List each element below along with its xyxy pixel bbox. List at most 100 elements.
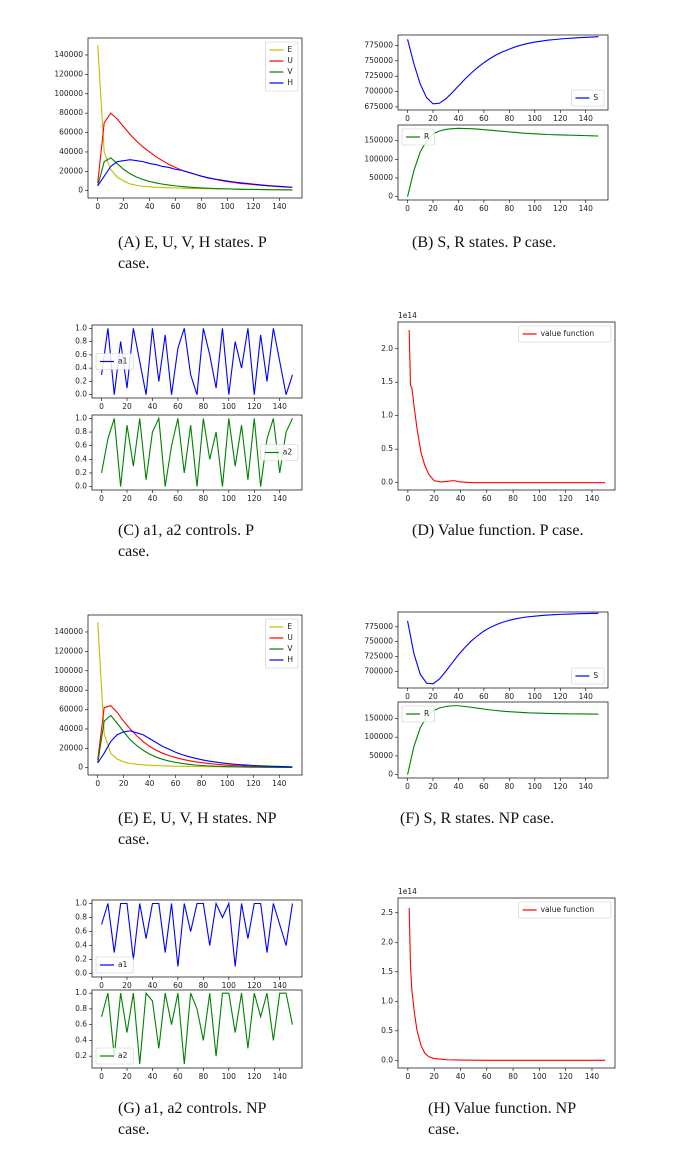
- legend-label: S: [593, 671, 598, 680]
- y-tick-label: 0: [78, 763, 83, 772]
- x-tick-label: 0: [99, 981, 104, 990]
- caption: (C) a1, a2 controls. P case.: [118, 522, 254, 560]
- x-tick-label: 60: [171, 779, 181, 788]
- x-tick-label: 60: [479, 782, 489, 791]
- x-tick-label: 140: [585, 1072, 600, 1081]
- x-tick-label: 40: [148, 981, 158, 990]
- x-tick-label: 80: [199, 494, 209, 503]
- y-tick-label: 0.6: [75, 1020, 87, 1029]
- x-tick-label: 80: [199, 981, 209, 990]
- legend-label: U: [287, 56, 293, 65]
- y-tick-label: 0.6: [75, 350, 87, 359]
- legend-label: R: [424, 132, 429, 141]
- y-tick-label: 120000: [54, 646, 83, 655]
- y-tick-label: 0.4: [75, 941, 87, 950]
- y-tick-label: 0.6: [75, 441, 87, 450]
- caption: (H) Value function. NP case.: [428, 1100, 576, 1138]
- legend-label: E: [287, 45, 292, 54]
- series-line: [101, 328, 293, 395]
- legend-box: [95, 353, 134, 370]
- y-tick-label: 0.2: [75, 955, 87, 964]
- plot-frame: [397, 321, 616, 491]
- x-tick-label: 140: [273, 494, 288, 503]
- y-tick-label: 0.5: [381, 444, 393, 453]
- y-tick-label: 140000: [54, 627, 83, 636]
- y-tick-label: 0.2: [75, 1051, 87, 1060]
- x-tick-label: 80: [199, 402, 209, 411]
- x-tick-label: 120: [553, 114, 568, 123]
- x-tick-label: 40: [456, 1072, 466, 1081]
- x-tick-label: 40: [145, 202, 155, 211]
- x-tick-label: 60: [482, 1072, 492, 1081]
- x-tick-label: 60: [479, 204, 489, 213]
- plot-frame: [397, 124, 609, 201]
- x-tick-label: 120: [247, 402, 262, 411]
- x-tick-label: 100: [528, 114, 543, 123]
- plot-frame: [87, 37, 303, 199]
- x-tick-label: 40: [454, 204, 464, 213]
- x-tick-label: 100: [528, 692, 543, 701]
- x-tick-label: 80: [505, 204, 515, 213]
- plot-frame: [397, 897, 616, 1069]
- x-tick-label: 140: [272, 202, 287, 211]
- y-tick-label: 1.5: [381, 377, 393, 386]
- x-tick-label: 140: [273, 1072, 288, 1081]
- x-tick-label: 100: [220, 202, 235, 211]
- offset-label: 1e14: [398, 887, 417, 896]
- series-line: [407, 705, 599, 775]
- x-tick-label: 0: [405, 114, 410, 123]
- x-tick-label: 140: [579, 692, 594, 701]
- y-tick-label: 675000: [364, 102, 393, 111]
- x-tick-label: 120: [553, 692, 568, 701]
- x-tick-label: 120: [559, 1072, 574, 1081]
- y-tick-label: 0.0: [75, 482, 87, 491]
- x-tick-label: 100: [532, 1072, 547, 1081]
- x-tick-label: 20: [429, 494, 439, 503]
- legend-box: [265, 41, 299, 92]
- x-tick-label: 60: [171, 202, 181, 211]
- legend-box: [260, 444, 299, 461]
- y-tick-label: 700000: [364, 87, 393, 96]
- y-tick-label: 0.8: [75, 913, 87, 922]
- y-tick-label: 150000: [364, 136, 393, 145]
- y-tick-label: 0.8: [75, 1004, 87, 1013]
- y-tick-label: 0.0: [381, 478, 393, 487]
- y-tick-label: 80000: [59, 108, 83, 117]
- x-tick-label: 0: [99, 1072, 104, 1081]
- legend-box: [265, 618, 299, 669]
- y-tick-label: 0: [78, 186, 83, 195]
- x-tick-label: 20: [428, 692, 438, 701]
- y-tick-label: 100000: [54, 89, 83, 98]
- y-tick-label: 60000: [59, 705, 83, 714]
- y-tick-label: 20000: [59, 743, 83, 752]
- plot-frame: [397, 611, 609, 689]
- series-line: [101, 416, 293, 487]
- legend-label: a2: [118, 1051, 128, 1060]
- legend-box: [95, 1047, 134, 1065]
- x-tick-label: 80: [505, 692, 515, 701]
- caption: (G) a1, a2 controls. NP case.: [118, 1100, 266, 1138]
- x-tick-label: 0: [99, 402, 104, 411]
- x-tick-label: 80: [508, 1072, 518, 1081]
- x-tick-label: 100: [528, 782, 543, 791]
- x-tick-label: 60: [173, 981, 183, 990]
- series-line: [97, 157, 293, 191]
- y-tick-label: 700000: [364, 666, 393, 675]
- x-tick-label: 100: [222, 402, 237, 411]
- legend-label: V: [287, 67, 293, 76]
- y-tick-label: 1.0: [75, 323, 87, 332]
- x-tick-label: 80: [197, 779, 207, 788]
- y-tick-label: 0.4: [75, 1035, 87, 1044]
- series-line: [97, 705, 293, 768]
- x-tick-label: 100: [532, 494, 547, 503]
- legend-label: value function: [541, 905, 595, 914]
- y-tick-label: 0.5: [381, 1026, 393, 1035]
- series-line: [97, 714, 293, 769]
- series-line: [97, 112, 293, 188]
- series-line: [408, 330, 606, 484]
- series-line: [407, 36, 599, 105]
- legend-label: E: [287, 622, 292, 631]
- legend-label: V: [287, 644, 293, 653]
- y-tick-label: 0.0: [75, 969, 87, 978]
- plot-frame: [397, 34, 609, 111]
